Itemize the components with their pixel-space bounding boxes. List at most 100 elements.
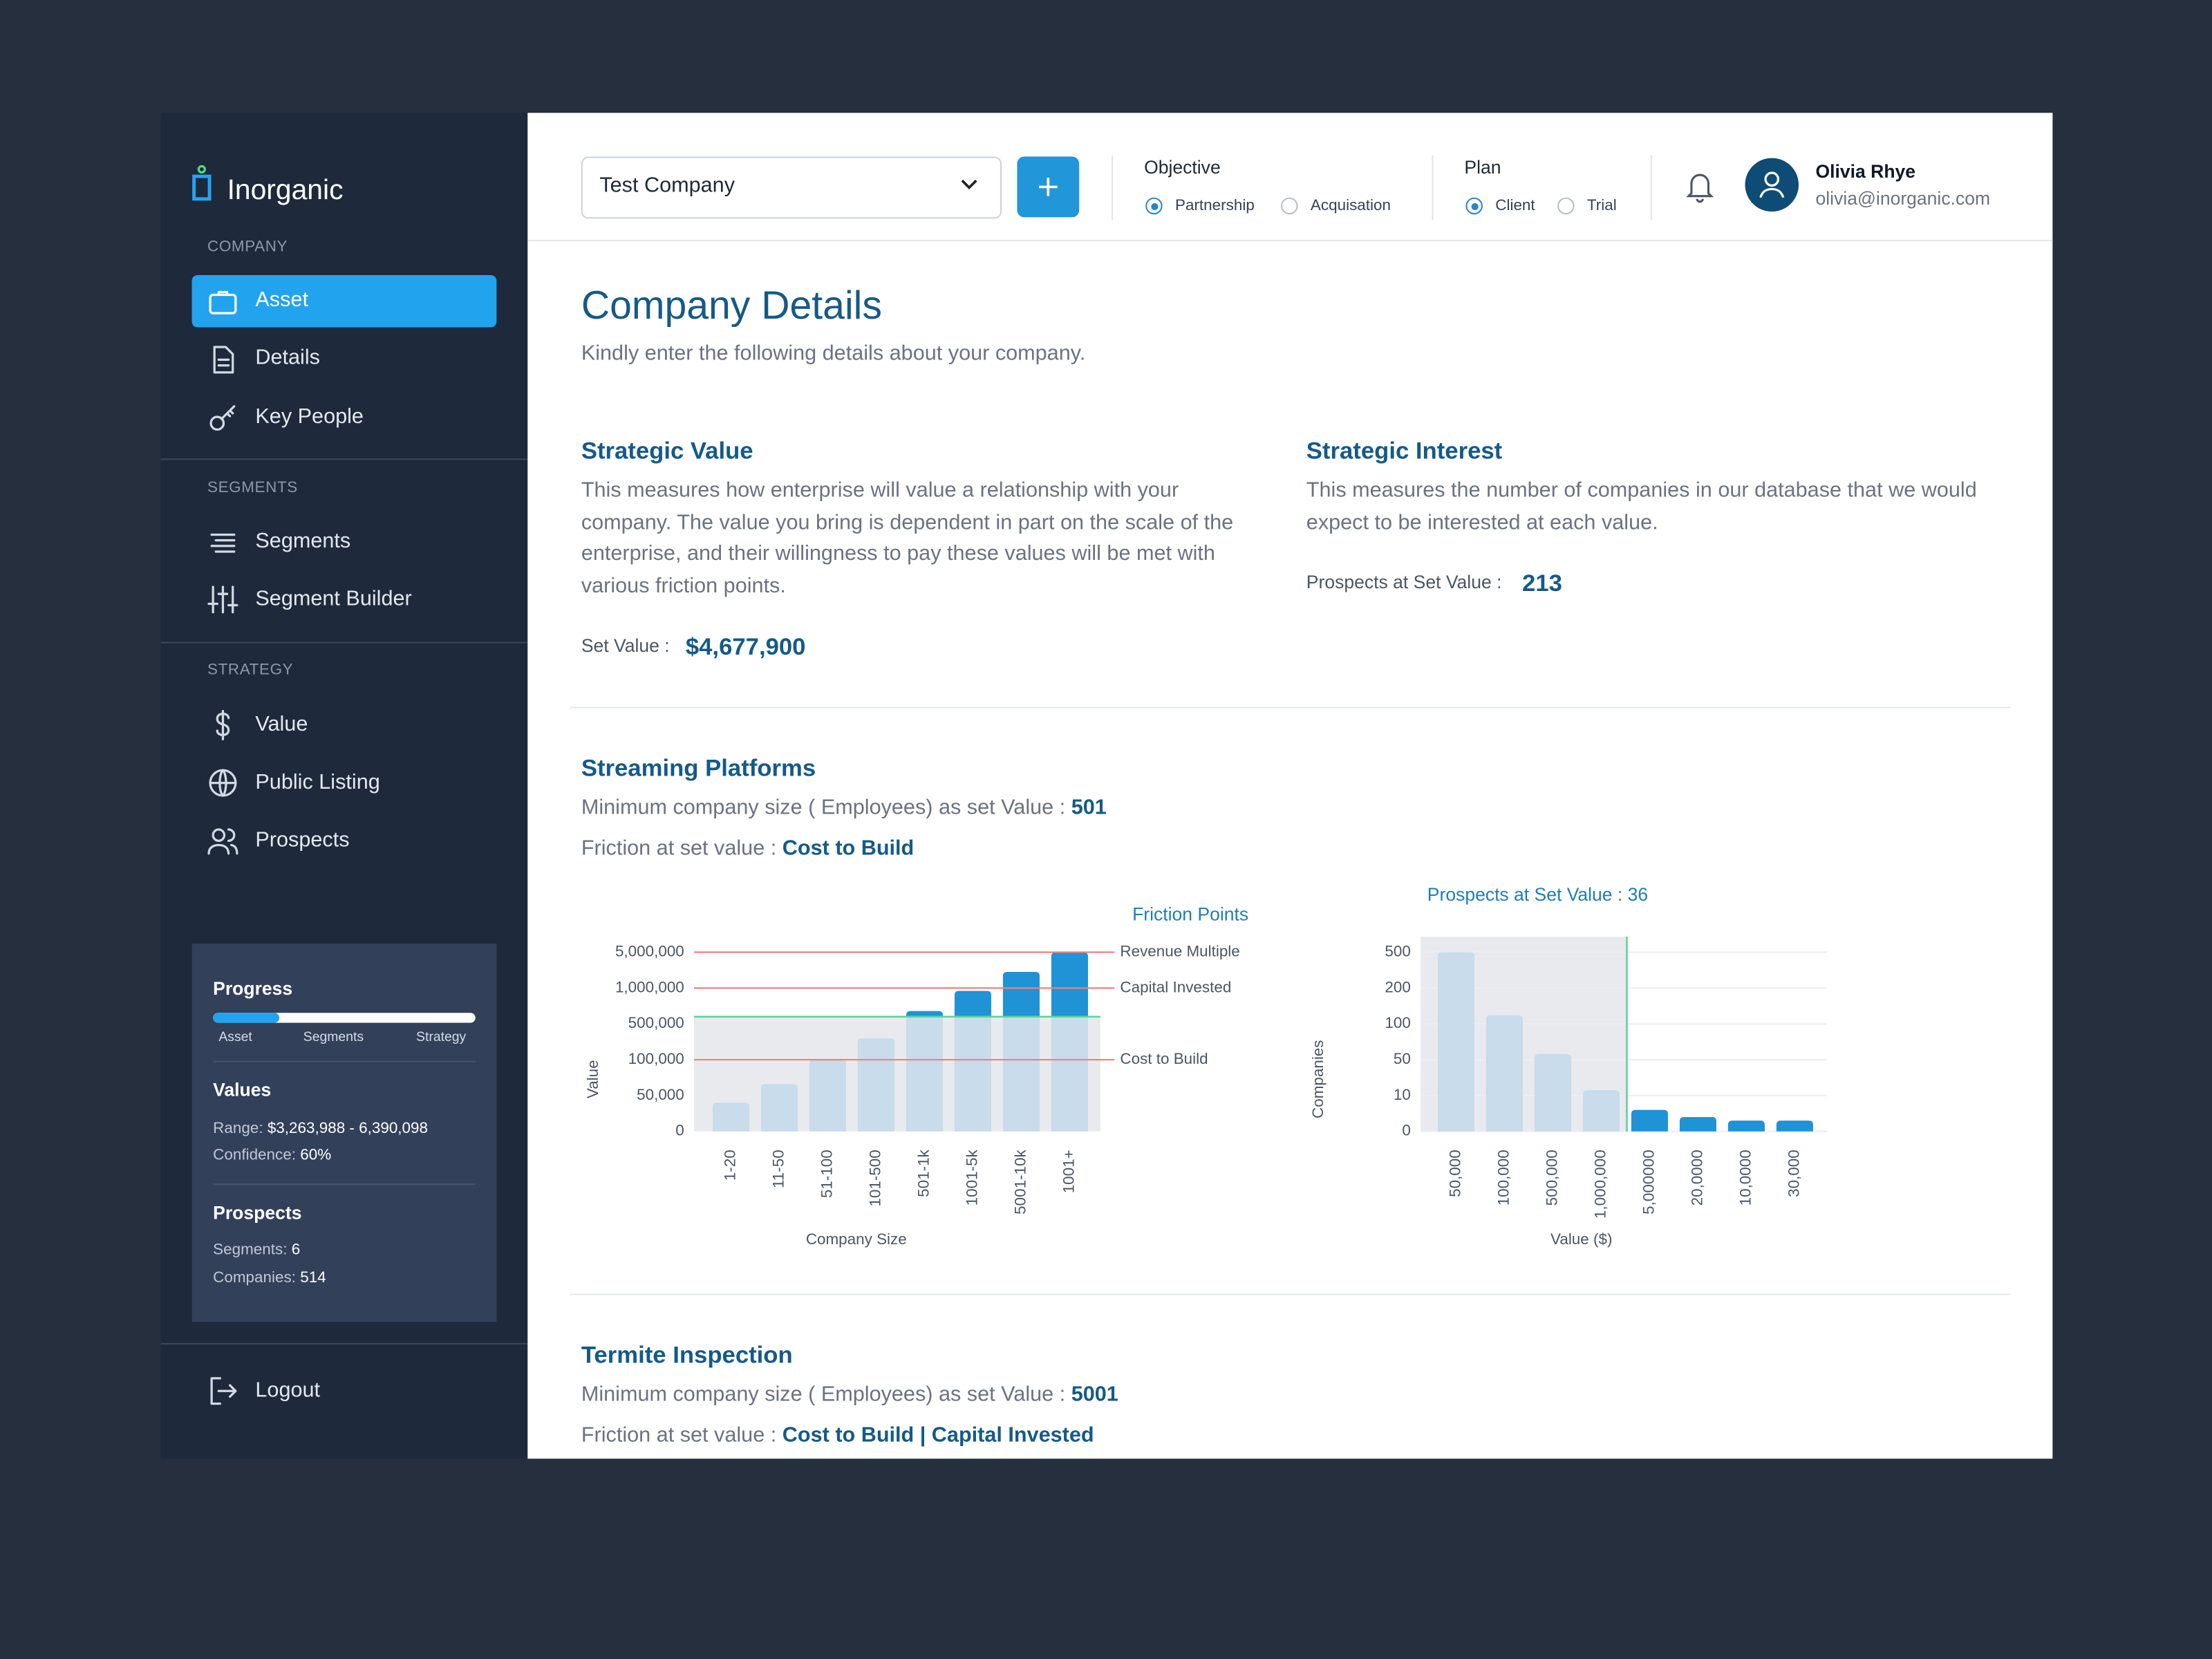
x-tick-label: 50,000: [1446, 1150, 1463, 1197]
separator: [1650, 155, 1652, 221]
group-label: Objective: [1144, 156, 1221, 178]
y-tick-label: 0: [1402, 1122, 1410, 1139]
x-tick-label: 5,000000: [1640, 1150, 1657, 1215]
x-tick-label: 30,000: [1785, 1150, 1802, 1197]
segment-title: Streaming Platforms: [581, 754, 816, 782]
nav-item[interactable]: Asset: [255, 288, 308, 312]
bar: [1002, 1016, 1040, 1132]
segment-title: Termite Inspection: [581, 1341, 793, 1369]
nav-item[interactable]: Prospects: [255, 827, 350, 852]
avatar[interactable]: [1745, 158, 1799, 212]
field-label: Set Value :: [581, 635, 670, 656]
header-border: [527, 239, 2053, 241]
company-select[interactable]: [581, 156, 1002, 219]
x-tick-label: 1001+: [1060, 1150, 1077, 1193]
icon: [209, 405, 236, 431]
y-tick-label: 500,000: [628, 1014, 684, 1031]
radio-label[interactable]: Partnership: [1175, 197, 1255, 215]
divider: [570, 706, 2011, 709]
row-value: $3,263,988 - 6,390,098: [267, 1120, 429, 1137]
divider: [160, 1342, 528, 1344]
segment-line: Minimum company size ( Employees) as set…: [581, 1382, 1118, 1408]
logout[interactable]: Logout: [255, 1378, 321, 1403]
nav-item[interactable]: Details: [255, 346, 320, 370]
section-title: SEGMENTS: [207, 479, 298, 497]
bar: [1534, 1053, 1571, 1132]
x-tick-label: 1001-5k: [963, 1149, 980, 1206]
bar: [1679, 1117, 1716, 1132]
x-tick-label: 10,0000: [1736, 1150, 1754, 1206]
icon: [207, 585, 238, 614]
card-row: Range: $3,263,988 - 6,390,098: [213, 1116, 428, 1141]
icon: [213, 346, 234, 374]
x-tick-label: 11-50: [769, 1150, 787, 1188]
y-tick-label: 500: [1385, 942, 1410, 959]
x-tick-label: 1-20: [721, 1150, 738, 1181]
radio[interactable]: [1145, 197, 1163, 215]
x-tick-label: 100,000: [1494, 1150, 1512, 1206]
field-label: Prospects at Set Value :: [1306, 571, 1502, 593]
segment-line: Minimum company size ( Employees) as set…: [581, 796, 1107, 821]
bar: [1582, 1090, 1620, 1132]
section-text: This measures how enterprise will value …: [581, 478, 1234, 598]
icon: [209, 769, 237, 797]
page-title: Company Details: [581, 283, 882, 328]
bar: [1776, 1121, 1813, 1132]
radio-label[interactable]: Trial: [1586, 197, 1617, 215]
bar-top: [906, 1011, 943, 1017]
field-value: 213: [1522, 570, 1562, 597]
line-value: Cost to Build | Capital Invested: [782, 1423, 1094, 1447]
card-title: Progress: [213, 977, 293, 999]
x-tick-label: 51-100: [818, 1150, 835, 1198]
user-name: Olivia Rhye: [1815, 160, 1916, 182]
radio[interactable]: [1465, 197, 1483, 215]
progress-track: [213, 1013, 476, 1023]
x-axis-label: Value ($): [1550, 1230, 1612, 1248]
bar: [1485, 1015, 1523, 1132]
card-title: Prospects: [213, 1201, 302, 1224]
y-tick-label: 0: [675, 1122, 684, 1139]
nav-item[interactable]: Value: [255, 712, 308, 737]
y-tick-label: 10: [1394, 1086, 1411, 1103]
main: Test Company Objective Partnership Acqui…: [527, 113, 2053, 1459]
radio-label[interactable]: Acquisation: [1310, 197, 1391, 215]
section-title: STRATEGY: [207, 662, 294, 679]
radio-label[interactable]: Client: [1495, 197, 1535, 215]
bar: [712, 1103, 749, 1132]
y-axis-label: Companies: [1309, 1040, 1327, 1118]
radio[interactable]: [1281, 197, 1298, 215]
brand: Inorganic: [227, 175, 344, 206]
radio[interactable]: [1557, 197, 1575, 215]
line-label: Minimum company size ( Employees) as set…: [581, 796, 1066, 820]
nav-item[interactable]: Key People: [255, 404, 364, 429]
separator: [1432, 155, 1434, 221]
logo-icon: [192, 165, 212, 201]
y-axis-label: Value: [584, 1060, 601, 1098]
x-tick-label: 1,000,000: [1591, 1150, 1609, 1219]
page-subtitle: Kindly enter the following details about…: [581, 341, 1086, 366]
bar: [906, 1016, 943, 1132]
x-tick-label: 501-1k: [915, 1149, 932, 1197]
nav-item[interactable]: Segments: [255, 529, 351, 553]
add-button[interactable]: [1017, 156, 1080, 218]
row-label: Segments:: [213, 1241, 288, 1259]
line-label: Minimum company size ( Employees) as set…: [581, 1382, 1066, 1407]
line-value: Cost to Build: [782, 836, 915, 861]
y-tick-label: 1,000,000: [615, 978, 684, 995]
bell-icon[interactable]: [1685, 169, 1716, 203]
row-value: 514: [300, 1269, 326, 1287]
bar: [1631, 1109, 1668, 1132]
nav-active[interactable]: [191, 274, 497, 328]
step-label: Asset: [218, 1029, 252, 1046]
section-title: COMPANY: [207, 238, 288, 256]
nav-item[interactable]: Segment Builder: [255, 586, 412, 611]
nav-item[interactable]: Public Listing: [255, 770, 380, 794]
y-tick-label: 5,000,000: [615, 942, 684, 959]
select-value: Test Company: [599, 174, 735, 198]
row-value: 6: [291, 1241, 301, 1259]
bar-top: [954, 991, 991, 1017]
reference-label: Cost to Build: [1120, 1050, 1208, 1067]
